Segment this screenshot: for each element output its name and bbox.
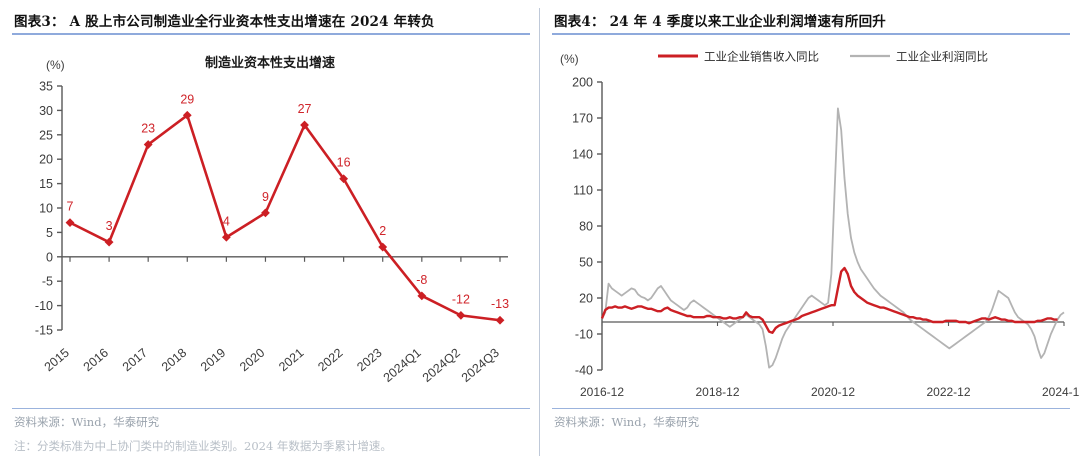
chart-3-data-point bbox=[261, 208, 270, 218]
chart-3-data-point bbox=[339, 174, 349, 184]
chart-3-plot-title: 制造业资本性支出增速 bbox=[204, 56, 335, 71]
chart-3-point-label: 16 bbox=[337, 156, 351, 170]
exhibit-4-source-rule bbox=[552, 408, 1070, 409]
chart-3-point-label: 4 bbox=[223, 214, 230, 228]
chart-3-point-label: 9 bbox=[262, 190, 269, 204]
exhibit-4-source: 资料来源：Wind，华泰研究 bbox=[554, 415, 700, 429]
chart-3-x-tick-label: 2024Q1 bbox=[381, 346, 424, 385]
chart-4-y-tick-label: 200 bbox=[572, 76, 593, 90]
chart-4-y-tick-label: 20 bbox=[579, 292, 593, 306]
chart-4-y-tick-label: 50 bbox=[579, 256, 593, 270]
chart-3-data-point bbox=[182, 110, 192, 120]
chart-3-point-label: -8 bbox=[416, 273, 427, 287]
chart-3-x-tick-label: 2019 bbox=[198, 346, 228, 375]
chart-3-data-point bbox=[221, 232, 231, 242]
chart-3-data-point bbox=[378, 242, 388, 252]
chart-3-svg: -15 -10 -5 0 5 10 15 20 25 30 35 2015 2016 2017 2018 20… bbox=[35, 80, 509, 385]
chart-3-point-label: -13 bbox=[491, 297, 509, 311]
exhibit-4-chart: (%) 工业企业销售收入同比 工业企业利润同比 -40 -10 20 50 80 110 140… bbox=[540, 40, 1080, 405]
exhibit-3-source-rule bbox=[12, 408, 530, 409]
chart-3-x-tick-label: 2017 bbox=[120, 346, 150, 375]
chart-3-y-tick-label: 30 bbox=[39, 104, 53, 118]
chart-3-data-point bbox=[65, 218, 75, 228]
chart-3-x-tick-label: 2023 bbox=[354, 346, 384, 375]
chart-4-svg: 工业企业销售收入同比 工业企业利润同比 -40 -10 20 50 80 110 140 170 2… bbox=[572, 50, 1080, 400]
chart-3-point-label: -12 bbox=[452, 292, 470, 306]
chart-3-y-tick-label: 5 bbox=[46, 226, 53, 240]
chart-3-data-point bbox=[300, 120, 309, 130]
chart-3-x-tick-label: 2022 bbox=[315, 346, 345, 375]
chart-4-y-tick-label: 110 bbox=[573, 184, 593, 198]
exhibit-4-title-rule bbox=[552, 33, 1070, 35]
exhibit-3-title-rule bbox=[12, 33, 530, 35]
chart-4-series-profit bbox=[601, 107, 1065, 369]
chart-4-y-tick-label: 140 bbox=[572, 148, 593, 162]
chart-3-x-tick-label: 2018 bbox=[159, 346, 189, 375]
chart-3-y-tick-label: 15 bbox=[39, 177, 53, 191]
chart-3-point-label: 2 bbox=[379, 224, 386, 238]
chart-4-y-tick-label: 170 bbox=[572, 112, 593, 126]
exhibit-3-panel: 图表3： A 股上市公司制造业全行业资本性支出增速在 2024 年转负 制造业资… bbox=[0, 14, 540, 453]
chart-4-x-tick-label: 2022-12 bbox=[926, 385, 970, 399]
chart-4-y-unit: (%) bbox=[560, 52, 579, 66]
exhibit-4-title: 图表4： 24 年 4 季度以来工业企业利润增速有所回升 bbox=[554, 14, 886, 30]
chart-3-x-tick-label: 2020 bbox=[237, 346, 267, 375]
chart-3-y-tick-label: 35 bbox=[39, 80, 53, 94]
chart-3-data-point bbox=[104, 237, 114, 247]
chart-4-y-tick-label: -40 bbox=[575, 364, 593, 378]
chart-3-series-line bbox=[69, 113, 501, 322]
chart-3-y-tick-label: 25 bbox=[39, 128, 53, 142]
chart-4-x-tick-label: 2018-12 bbox=[695, 385, 739, 399]
chart-3-y-tick-label: -15 bbox=[35, 324, 53, 338]
chart-3-y-tick-label: 0 bbox=[46, 250, 53, 264]
exhibit-3-title: 图表3： A 股上市公司制造业全行业资本性支出增速在 2024 年转负 bbox=[14, 14, 435, 30]
chart-3-data-point bbox=[143, 140, 153, 149]
exhibit-3-source: 资料来源：Wind，华泰研究 bbox=[14, 415, 160, 429]
chart-4-x-tick-label: 2024-12 bbox=[1042, 385, 1080, 399]
chart-3-data-point bbox=[495, 315, 505, 325]
chart-3-x-tick-label: 2016 bbox=[81, 346, 111, 375]
exhibit-4-panel: 图表4： 24 年 4 季度以来工业企业利润增速有所回升 (%) 工业企业销售收… bbox=[540, 0, 1080, 464]
chart-3-data-point bbox=[417, 291, 427, 301]
chart-3-x-tick-label: 2024Q3 bbox=[459, 346, 502, 385]
chart-3-point-label: 23 bbox=[141, 122, 155, 136]
chart-3-point-label: 29 bbox=[180, 92, 194, 106]
chart-3-y-tick-label: -5 bbox=[42, 275, 53, 289]
chart-3-x-tick-label: 2024Q2 bbox=[420, 346, 463, 385]
chart-3-data-point bbox=[456, 310, 466, 320]
chart-3-y-tick-label: 20 bbox=[39, 153, 53, 167]
chart-3-point-label: 3 bbox=[106, 219, 113, 233]
exhibit-3-chart: 制造业资本性支出增速 (%) -15 -10 -5 0 5 10 15 20 25 30 35 201… bbox=[0, 40, 540, 405]
chart-3-x-tick-label: 2015 bbox=[42, 346, 72, 375]
chart-3-x-tick-label: 2021 bbox=[276, 346, 306, 375]
chart-4-legend-label-profit: 工业企业利润同比 bbox=[896, 50, 988, 64]
exhibit-3-note: 注：分类标准为中上协门类中的制造业类别。2024 年数据为季累计增速。 bbox=[14, 439, 392, 453]
chart-4-series-revenue bbox=[600, 266, 1058, 334]
chart-4-x-tick-label: 2020-12 bbox=[811, 385, 855, 399]
chart-4-y-tick-label: 80 bbox=[579, 220, 593, 234]
chart-3-y-unit: (%) bbox=[46, 58, 65, 72]
chart-4-y-tick-label: -10 bbox=[575, 328, 593, 342]
chart-3-point-label: 27 bbox=[298, 102, 312, 116]
panel-divider bbox=[539, 8, 540, 456]
chart-3-y-tick-label: -10 bbox=[35, 299, 53, 313]
chart-3-point-label: 7 bbox=[67, 200, 74, 214]
chart-4-legend-label-revenue: 工业企业销售收入同比 bbox=[704, 50, 819, 64]
chart-3-y-tick-label: 10 bbox=[39, 202, 53, 216]
chart-4-x-tick-label: 2016-12 bbox=[580, 385, 624, 399]
